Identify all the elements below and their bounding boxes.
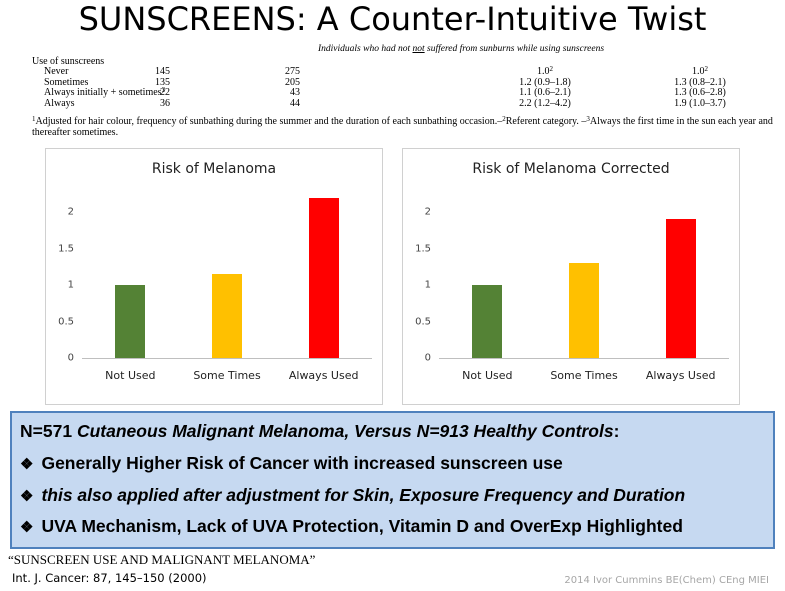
footnote-text: Adjusted for hair colour, frequency of s…: [35, 116, 503, 127]
slide-title: SUNSCREENS: A Counter-Intuitive Twist: [78, 0, 707, 38]
table-cell: Sometimes: [44, 76, 89, 88]
y-tick-label: 1.5: [415, 243, 431, 255]
summary-box: N=571 Cutaneous Malignant Melanoma, Vers…: [10, 411, 775, 549]
table-cell: 135: [155, 76, 170, 88]
bar: [665, 219, 696, 358]
table-cell: 1.3 (0.6–2.8): [674, 87, 726, 98]
caption-underlined: not: [412, 44, 425, 54]
x-tick-label: Some Times: [193, 369, 261, 382]
cell-text: Always initially + sometimes: [44, 87, 162, 98]
x-axis: [82, 358, 372, 359]
heading-part: Cutaneous Malignant Melanoma, Versus N=9…: [76, 421, 614, 441]
x-axis: [439, 358, 729, 359]
cell-sup: 2: [549, 65, 554, 73]
cell-sup: 3: [161, 86, 166, 94]
table-cell: 1.9 (1.0–3.7): [674, 97, 726, 109]
table-cell: 205: [285, 76, 300, 88]
chart-panel: Risk of Melanoma 0 0.5 1 1.5 2 Not Used Some Ti…: [45, 148, 383, 405]
table-cell: 275: [285, 66, 300, 77]
heading-part: :: [613, 421, 620, 441]
bar: [569, 263, 599, 358]
x-tick-label: Not Used: [462, 369, 513, 382]
table-cell: 1.02: [640, 65, 760, 78]
bullet-text: UVA Mechanism, Lack of UVA Protection, V…: [41, 516, 683, 536]
chart-title: Risk of Melanoma Corrected: [472, 161, 670, 177]
y-tick-label: 1.5: [58, 243, 74, 255]
y-tick-label: 0: [67, 352, 74, 364]
cell-text: 1.0: [692, 66, 705, 77]
chart-panel: Risk of Melanoma Corrected 0 0.5 1 1.5 2 Not U…: [402, 148, 740, 405]
table-cell: 1.1 (0.6–2.1): [519, 87, 571, 98]
table-cell: 1.3 (0.8–2.1): [674, 76, 726, 88]
credit: 2014 Ivor Cummins BE(Chem) CEng MIEI: [564, 575, 769, 586]
footnote-text: Always the first time in the sun each ye…: [32, 116, 773, 138]
table-cell: 1.02: [485, 65, 605, 78]
y-tick-label: 0: [424, 352, 431, 364]
journal: Int. J. Cancer: 87, 145–150 (2000): [12, 571, 207, 585]
y-tick-label: 0.5: [58, 316, 74, 328]
bullet: this also applied after adjustment for S…: [20, 485, 685, 506]
x-tick-label: Not Used: [105, 369, 156, 382]
table-cell: Always: [44, 97, 75, 109]
table-cell: 22: [160, 87, 170, 98]
table-cell: 36: [160, 97, 170, 109]
caption-text: suffered from sunburns while using sunsc…: [424, 44, 605, 54]
table-footnote: 1Adjusted for hair colour, frequency of …: [32, 115, 782, 139]
table-cell: 44: [290, 97, 300, 109]
x-tick-label: Some Times: [550, 369, 618, 382]
bar: [212, 274, 242, 358]
footnote-text: Referent category. –: [505, 116, 587, 127]
y-tick-label: 2: [424, 206, 431, 218]
caption-text: Individuals who had not: [318, 44, 413, 54]
y-tick-label: 1: [67, 279, 74, 291]
reference: “SUNSCREEN USE AND MALIGNANT MELANOMA”: [8, 552, 316, 567]
table-caption: Individuals who had not not suffered fro…: [318, 44, 604, 54]
bar: [115, 285, 146, 358]
table-cell: 43: [290, 87, 300, 98]
bullet-text: this also applied after adjustment for S…: [41, 485, 686, 505]
cell-sup: 2: [704, 65, 709, 73]
footnote-mark: 3: [586, 115, 590, 123]
x-tick-label: Always Used: [645, 369, 716, 382]
table-cell: Never: [44, 66, 69, 77]
table-cell: Always initially + sometimes3: [44, 86, 166, 99]
bullet-text: Generally Higher Risk of Cancer with inc…: [41, 453, 563, 473]
table-cell: 1.2 (0.9–1.8): [519, 76, 571, 88]
heading-part: N=571: [20, 421, 73, 441]
x-tick-label: Always Used: [288, 369, 359, 382]
table-cell: 2.2 (1.2–4.2): [519, 97, 571, 109]
cell-text: 1.0: [537, 66, 550, 77]
bar: [308, 197, 339, 358]
bar: [472, 285, 503, 358]
footnote-mark: 1: [32, 115, 36, 123]
y-tick-label: 2: [67, 206, 74, 218]
box-heading: N=571 Cutaneous Malignant Melanoma, Vers…: [20, 421, 619, 442]
y-tick-label: 1: [424, 279, 431, 291]
table-header: Use of sunscreens: [32, 56, 105, 67]
footnote-mark: 2: [502, 115, 506, 123]
chart-title: Risk of Melanoma: [151, 161, 277, 177]
bullet: Generally Higher Risk of Cancer with inc…: [20, 453, 563, 474]
table-cell: 145: [155, 66, 170, 77]
bullet: UVA Mechanism, Lack of UVA Protection, V…: [20, 516, 683, 537]
y-tick-label: 0.5: [415, 316, 431, 328]
